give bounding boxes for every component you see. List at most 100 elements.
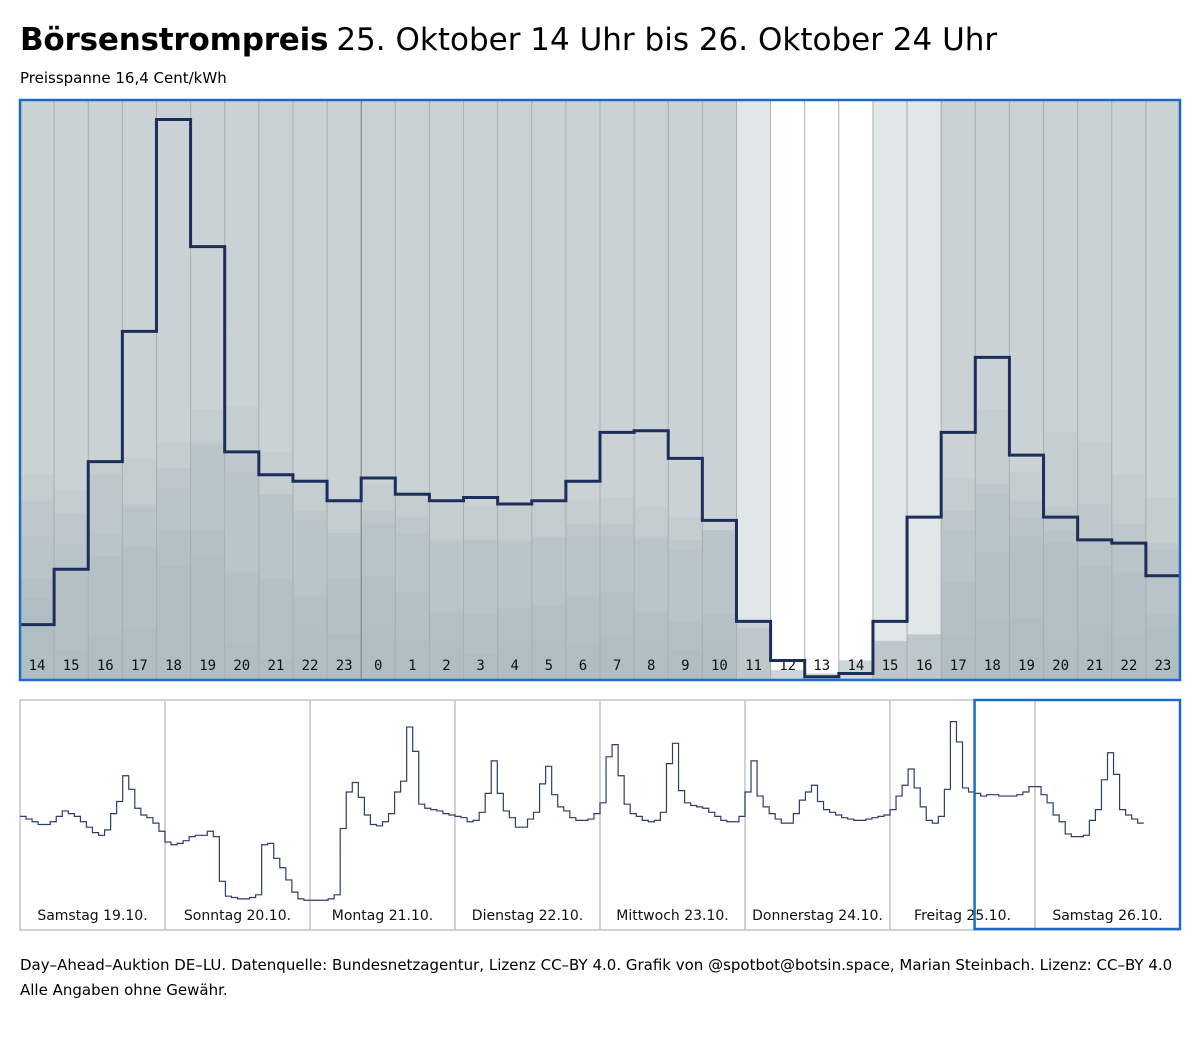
hour-column-8 — [292, 100, 328, 680]
hour-band-1-33 — [1145, 614, 1180, 680]
hour-column-21 — [736, 100, 771, 680]
hour-tick-label: 2 — [442, 658, 450, 674]
hour-band-3-12 — [429, 543, 464, 680]
hour-tick-label: 23 — [1155, 658, 1172, 674]
overview-highlight-window — [973, 698, 1182, 931]
overview-price-line — [20, 721, 1144, 901]
hour-column-31 — [1077, 100, 1112, 680]
hour-band-3-21 — [736, 621, 771, 680]
hour-band-1-12 — [429, 611, 464, 680]
hour-band-1-8 — [292, 595, 328, 680]
hour-band-0-13 — [463, 653, 498, 680]
price-step-line — [20, 118, 1180, 679]
hour-band-2-6 — [224, 471, 259, 680]
hour-tick-label: 13 — [813, 658, 830, 674]
hour-band-1-4 — [156, 530, 191, 680]
hour-band-1-22 — [770, 670, 805, 680]
hour-band-4-22 — [770, 670, 805, 680]
hour-band-1-15 — [531, 605, 566, 680]
hour-band-3-14 — [497, 543, 532, 680]
hour-band-2-9 — [327, 533, 362, 680]
hour-band-1-10 — [361, 575, 396, 680]
hour-band-1-0 — [20, 578, 55, 680]
hour-band-4-24 — [838, 660, 873, 680]
price-chart: 14 15 16 17 18 19 20 21 22 23 0 1 2 3 4 5 6 7 8 9 10 11 12 13 14… — [18, 98, 1182, 931]
hour-band-0-26 — [907, 634, 942, 680]
day-label: Mittwoch 23.10. — [616, 908, 729, 924]
hour-band-2-17 — [600, 536, 635, 680]
hour-band-4-10 — [361, 484, 396, 680]
hour-band-4-14 — [497, 507, 532, 680]
hour-band-0-18 — [634, 647, 669, 680]
hour-column-17 — [600, 100, 635, 680]
hour-tick-label: 17 — [950, 658, 967, 674]
hour-band-0-10 — [361, 624, 396, 680]
hour-band-1-13 — [463, 614, 498, 680]
hour-tick-label: 10 — [711, 658, 728, 674]
hour-band-1-31 — [1077, 565, 1112, 680]
hour-column-12 — [429, 100, 464, 680]
hour-column-11 — [395, 100, 430, 680]
hour-column-9 — [327, 100, 362, 680]
hour-band-2-15 — [531, 536, 566, 680]
hour-band-0-7 — [258, 660, 293, 680]
hour-tick-label: 20 — [1052, 658, 1069, 674]
hour-band-0-24 — [838, 660, 873, 680]
hour-band-4-11 — [395, 491, 430, 680]
hour-column-15 — [531, 100, 566, 680]
hour-tick-label: 15 — [882, 658, 899, 674]
hour-band-3-32 — [1111, 523, 1146, 680]
hour-band-3-2 — [88, 474, 123, 680]
hour-band-4-28 — [975, 409, 1010, 680]
weekly-overview-chart: Samstag 19.10. Sonntag 20.10. Montag 21.10… — [19, 698, 1182, 931]
hour-band-0-17 — [600, 637, 635, 680]
hour-band-2-4 — [156, 487, 191, 680]
day-label: Dienstag 22.10. — [472, 908, 583, 924]
hour-column-25 — [872, 100, 908, 680]
hour-band-4-1 — [54, 491, 89, 680]
day-label: Montag 21.10. — [332, 908, 433, 924]
hour-band-1-11 — [395, 592, 430, 680]
hour-band-1-18 — [634, 611, 669, 680]
hour-band-3-4 — [156, 468, 191, 680]
hour-tick-label: 21 — [1086, 658, 1103, 674]
hour-band-1-30 — [1043, 543, 1078, 680]
hour-band-1-14 — [497, 608, 532, 680]
hour-band-2-25 — [872, 640, 908, 680]
hour-tick-label: 15 — [63, 658, 80, 674]
hour-band-0-19 — [668, 650, 703, 680]
hour-band-0-9 — [327, 634, 362, 680]
hour-band-1-29 — [1009, 536, 1044, 680]
hour-band-4-33 — [1145, 497, 1180, 680]
hour-band-3-33 — [1145, 543, 1180, 680]
hour-band-4-20 — [702, 530, 737, 680]
hour-band-1-20 — [702, 614, 737, 680]
hour-band-1-21 — [736, 627, 771, 680]
main-chart-frame — [18, 98, 1182, 682]
hour-band-0-29 — [1009, 618, 1044, 680]
hour-band-2-19 — [668, 549, 703, 680]
day-label: Sonntag 20.10. — [184, 908, 291, 924]
hour-band-2-22 — [770, 670, 805, 680]
hour-band-4-25 — [872, 640, 908, 680]
hour-column-29 — [1009, 100, 1044, 680]
hour-band-1-28 — [975, 552, 1010, 680]
hour-band-2-12 — [429, 539, 464, 680]
hour-band-0-15 — [531, 640, 566, 680]
hour-band-4-18 — [634, 507, 669, 680]
hour-band-4-29 — [1009, 471, 1044, 680]
hour-band-4-17 — [600, 497, 635, 680]
hour-band-2-0 — [20, 536, 55, 680]
hour-band-2-11 — [395, 533, 430, 680]
hour-band-0-33 — [1145, 627, 1180, 680]
hour-band-0-12 — [429, 647, 464, 680]
hour-band-0-16 — [565, 644, 600, 680]
hour-band-2-29 — [1009, 500, 1044, 680]
hour-band-2-13 — [463, 539, 498, 680]
hour-band-0-30 — [1043, 647, 1078, 680]
hour-band-3-28 — [975, 484, 1010, 680]
hour-tick-label: 6 — [579, 658, 587, 674]
hour-band-4-27 — [941, 477, 976, 680]
hour-column-6 — [224, 100, 259, 680]
hour-band-3-7 — [258, 494, 293, 680]
